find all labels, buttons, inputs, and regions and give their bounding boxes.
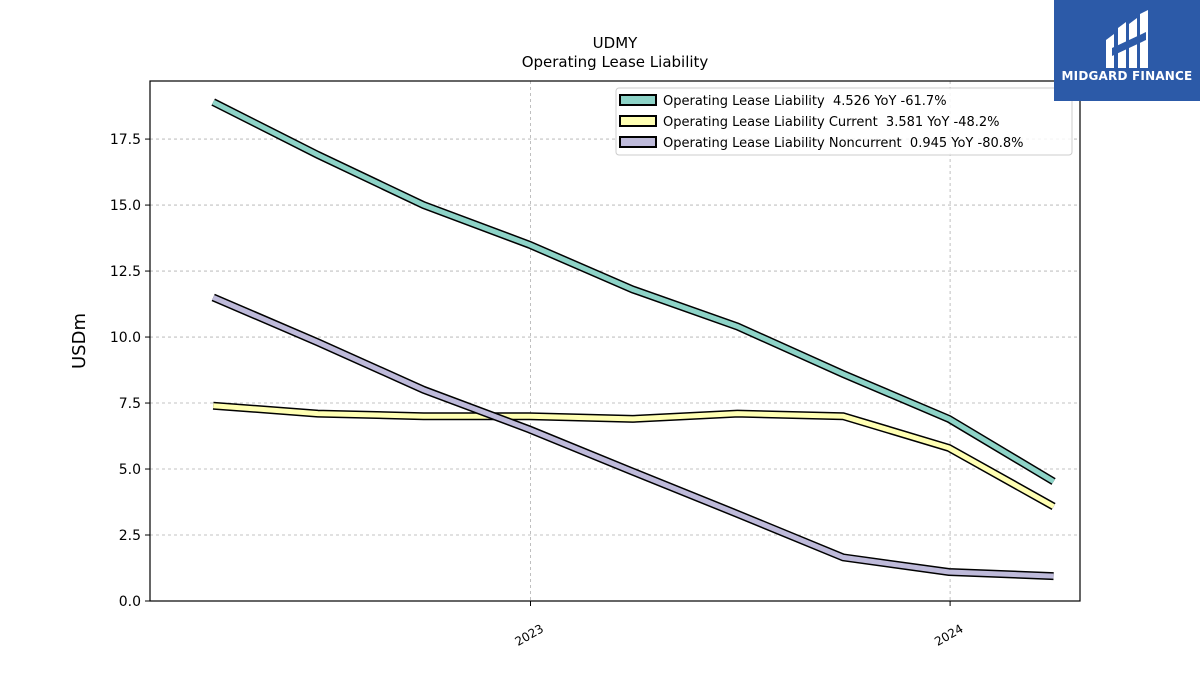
chart-subtitle: Operating Lease Liability [522,53,709,71]
y-tick-label: 7.5 [119,396,141,412]
series-outline-2 [211,293,1054,581]
y-tick-label: 0.0 [119,594,141,610]
x-tick-label: 2023 [513,621,546,648]
grid-layer [150,81,1080,602]
chart-title: UDMY [593,34,638,52]
legend-label-1: Operating Lease Liability Current 3.581 … [663,115,1000,130]
series-line-2 [212,295,1054,579]
legend-label-2: Operating Lease Liability Noncurrent 0.9… [663,136,1024,151]
y-tick-label: 2.5 [119,528,141,544]
legend-swatch-0 [619,94,657,106]
series-line-1 [213,403,1055,509]
y-axis-label: USDm [69,313,90,369]
y-tick-label: 15.0 [110,198,141,214]
brand-name: MIDGARD FINANCE [1061,69,1193,83]
legend-swatch-1 [619,115,657,127]
legend-swatch-2 [619,136,657,148]
y-tick-label: 10.0 [110,330,141,346]
plot-frame [149,80,1081,602]
legend-label-0: Operating Lease Liability 4.526 YoY -61.… [663,94,947,109]
legend: Operating Lease Liability 4.526 YoY -61.… [615,87,1073,156]
series-layer [211,98,1056,581]
y-tick-label: 17.5 [110,132,141,148]
brand-logo: MIDGARD FINANCE [1054,0,1200,101]
y-tick-label: 5.0 [119,462,141,478]
y-tick-label: 12.5 [110,264,141,280]
x-tick-label: 2024 [932,621,965,648]
axis-layer: 0.0 2.5 5.0 7.5 10.0 12.5 15.0 17.5 2023 2024 [110,132,966,649]
series-line-0 [212,99,1055,484]
midgard-logo-icon [1106,10,1148,68]
legend-frame [615,87,1073,156]
